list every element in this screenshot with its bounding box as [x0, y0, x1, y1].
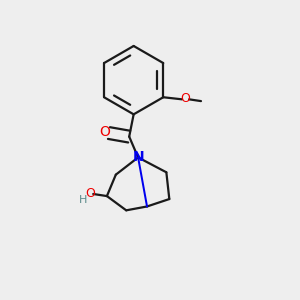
- Text: O: O: [99, 125, 110, 140]
- Text: O: O: [181, 92, 190, 105]
- Text: N: N: [132, 149, 144, 164]
- Text: O: O: [85, 187, 95, 200]
- Text: H: H: [79, 195, 87, 205]
